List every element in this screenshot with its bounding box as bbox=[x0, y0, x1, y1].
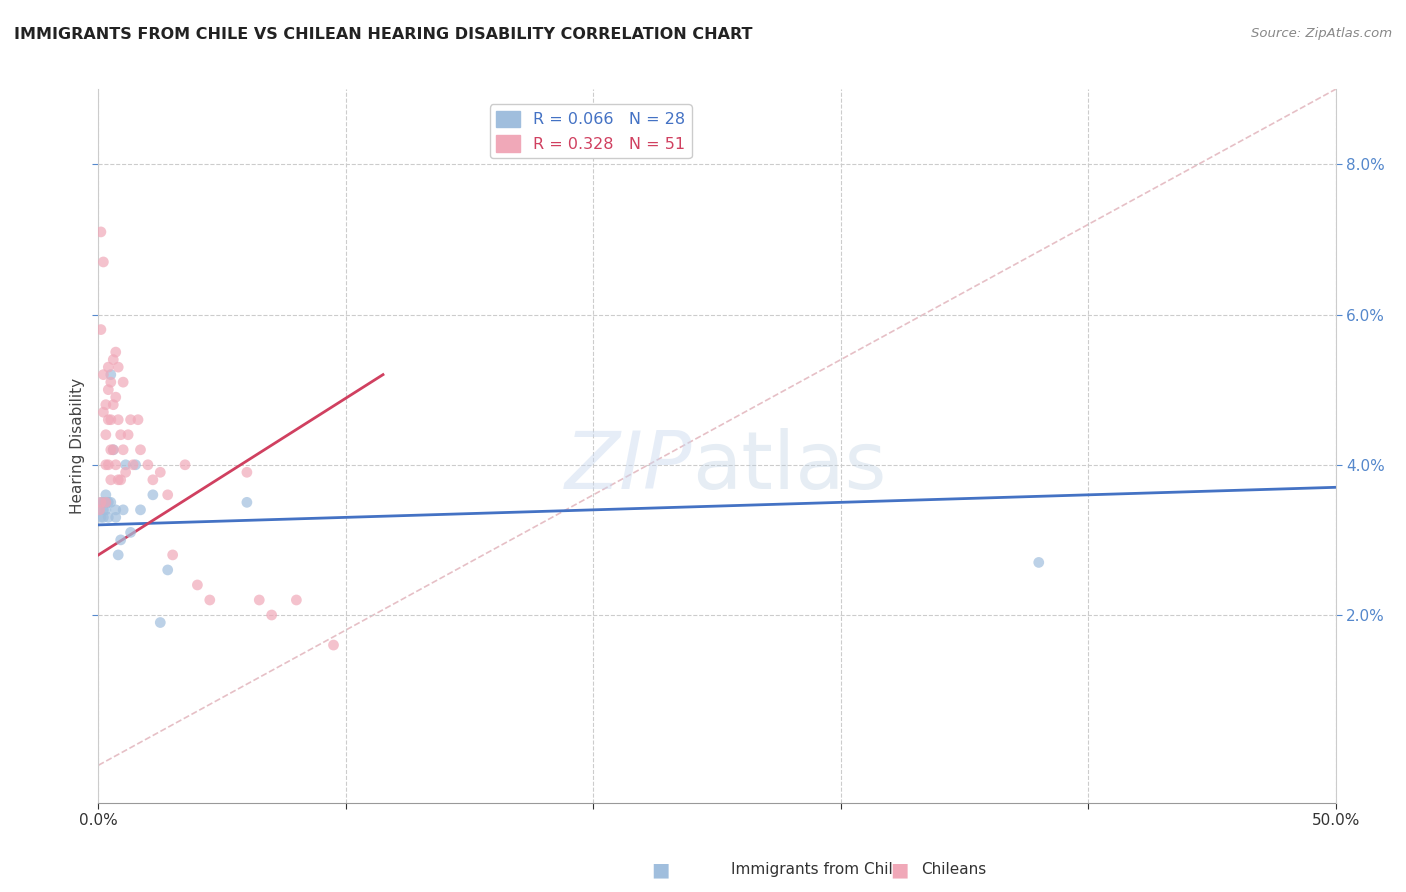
Point bbox=[122, 458, 145, 472]
Point bbox=[114, 465, 136, 479]
Point bbox=[247, 593, 270, 607]
Point bbox=[104, 458, 127, 472]
Point bbox=[100, 375, 122, 389]
Point bbox=[103, 398, 125, 412]
Point bbox=[127, 413, 149, 427]
Point bbox=[236, 495, 259, 509]
Point bbox=[174, 458, 197, 472]
Point bbox=[149, 465, 172, 479]
Point bbox=[100, 495, 122, 509]
Point bbox=[97, 413, 120, 427]
Point bbox=[104, 390, 127, 404]
Point bbox=[107, 548, 129, 562]
Point bbox=[100, 442, 122, 457]
Legend: R = 0.066   N = 28, R = 0.328   N = 51: R = 0.066 N = 28, R = 0.328 N = 51 bbox=[489, 104, 692, 158]
Text: Immigrants from Chile: Immigrants from Chile bbox=[731, 863, 903, 877]
Point bbox=[110, 533, 132, 547]
Point bbox=[110, 473, 132, 487]
Point bbox=[186, 578, 208, 592]
Point bbox=[162, 548, 184, 562]
Point bbox=[93, 495, 115, 509]
Point bbox=[93, 503, 115, 517]
Point bbox=[90, 495, 112, 509]
Point bbox=[100, 368, 122, 382]
Point bbox=[94, 488, 117, 502]
Point bbox=[322, 638, 344, 652]
Point bbox=[90, 322, 112, 336]
Text: ■: ■ bbox=[890, 860, 910, 880]
Point bbox=[97, 383, 120, 397]
Text: ZIP: ZIP bbox=[565, 428, 692, 507]
Point bbox=[117, 427, 139, 442]
Text: IMMIGRANTS FROM CHILE VS CHILEAN HEARING DISABILITY CORRELATION CHART: IMMIGRANTS FROM CHILE VS CHILEAN HEARING… bbox=[14, 27, 752, 42]
Text: atlas: atlas bbox=[692, 428, 887, 507]
Text: Chileans: Chileans bbox=[921, 863, 986, 877]
Point bbox=[94, 495, 117, 509]
Point bbox=[97, 510, 120, 524]
Point bbox=[90, 225, 112, 239]
Point bbox=[112, 503, 135, 517]
Point bbox=[103, 352, 125, 367]
Point bbox=[124, 458, 146, 472]
Point bbox=[129, 503, 152, 517]
Point bbox=[198, 593, 221, 607]
Point bbox=[149, 615, 172, 630]
Point bbox=[94, 427, 117, 442]
Point bbox=[89, 503, 111, 517]
Point bbox=[285, 593, 308, 607]
Point bbox=[89, 503, 111, 517]
Point bbox=[107, 360, 129, 375]
Point bbox=[142, 488, 165, 502]
Point bbox=[90, 510, 112, 524]
Point bbox=[97, 495, 120, 509]
Text: ■: ■ bbox=[651, 860, 671, 880]
Point bbox=[100, 473, 122, 487]
Point bbox=[93, 255, 115, 269]
Point bbox=[100, 413, 122, 427]
Point bbox=[112, 442, 135, 457]
Point bbox=[97, 458, 120, 472]
Point bbox=[90, 495, 112, 509]
Point bbox=[156, 488, 179, 502]
Point bbox=[114, 458, 136, 472]
Point bbox=[93, 510, 115, 524]
Point bbox=[107, 473, 129, 487]
Point bbox=[103, 442, 125, 457]
Point bbox=[104, 510, 127, 524]
Point bbox=[120, 525, 142, 540]
Point bbox=[112, 375, 135, 389]
Point bbox=[94, 495, 117, 509]
Point bbox=[103, 442, 125, 457]
Point bbox=[136, 458, 159, 472]
Point bbox=[156, 563, 179, 577]
Text: Source: ZipAtlas.com: Source: ZipAtlas.com bbox=[1251, 27, 1392, 40]
Point bbox=[236, 465, 259, 479]
Point bbox=[104, 503, 127, 517]
Point bbox=[104, 345, 127, 359]
Point bbox=[1028, 556, 1050, 570]
Point bbox=[120, 413, 142, 427]
Point bbox=[142, 473, 165, 487]
Point bbox=[94, 503, 117, 517]
Point bbox=[94, 458, 117, 472]
Point bbox=[260, 607, 283, 622]
Point bbox=[97, 360, 120, 375]
Point bbox=[110, 427, 132, 442]
Point bbox=[107, 413, 129, 427]
Point bbox=[94, 398, 117, 412]
Point bbox=[93, 368, 115, 382]
Point bbox=[93, 405, 115, 419]
Y-axis label: Hearing Disability: Hearing Disability bbox=[69, 378, 84, 514]
Point bbox=[129, 442, 152, 457]
